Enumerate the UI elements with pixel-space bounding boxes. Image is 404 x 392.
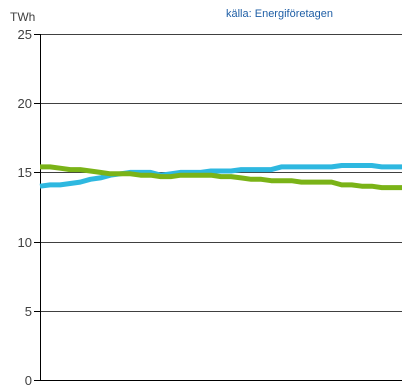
- series-lines: [39, 163, 402, 191]
- y-tick-label-0: 0: [25, 373, 32, 388]
- series-line-1: [39, 163, 402, 189]
- gridlines: [34, 34, 402, 381]
- source-note: källa: Energiföretagen: [226, 8, 333, 20]
- y-axis-unit-label: TWh: [10, 10, 35, 24]
- y-tick-labels: 0 5 10 15 20 25: [18, 27, 32, 388]
- y-tick-label-20: 20: [18, 96, 32, 111]
- axes: [40, 34, 402, 381]
- y-tick-label-25: 25: [18, 27, 32, 42]
- y-tick-label-5: 5: [25, 304, 32, 319]
- series-line-2: [40, 164, 402, 191]
- y-tick-label-15: 15: [18, 165, 32, 180]
- y-tick-label-10: 10: [18, 235, 32, 250]
